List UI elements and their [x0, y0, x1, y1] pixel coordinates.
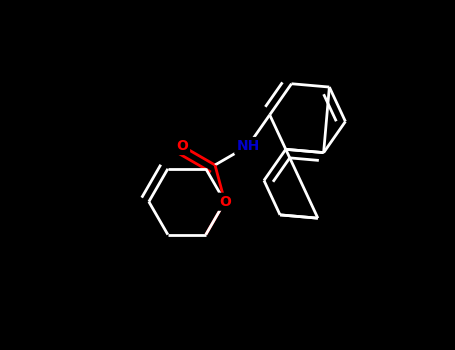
Text: O: O [176, 139, 188, 153]
Text: NH: NH [236, 139, 259, 153]
Text: O: O [219, 195, 231, 209]
